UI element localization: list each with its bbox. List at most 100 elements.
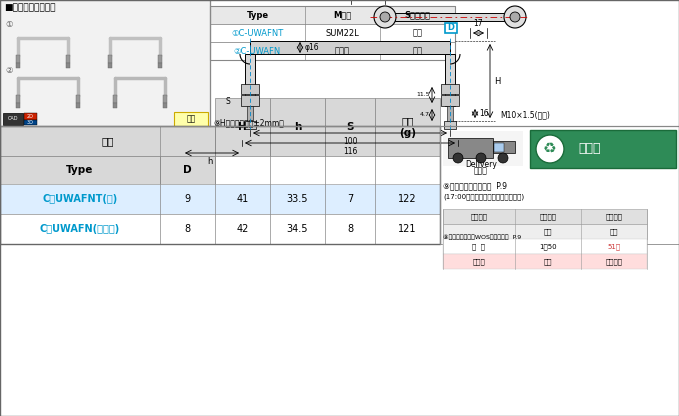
Bar <box>443 209 647 224</box>
Circle shape <box>498 153 508 163</box>
Text: 镀铬: 镀铬 <box>413 29 422 37</box>
Text: M10×1.5(粗牙): M10×1.5(粗牙) <box>500 110 550 119</box>
Text: 16: 16 <box>479 109 489 118</box>
Text: C－UWAFNT(铜): C－UWAFNT(铜) <box>42 194 117 204</box>
Text: ①: ① <box>5 20 12 29</box>
Bar <box>443 239 647 254</box>
Bar <box>241 84 259 94</box>
Text: 4.7: 4.7 <box>420 112 430 117</box>
Text: C－UWAFN(不锈钢): C－UWAFN(不锈钢) <box>40 224 120 234</box>
Bar <box>245 54 255 106</box>
Text: 9: 9 <box>185 194 191 204</box>
Bar <box>385 13 515 21</box>
Circle shape <box>476 153 486 163</box>
Text: ②: ② <box>5 66 12 75</box>
Text: 交货期: 交货期 <box>473 258 485 265</box>
Bar <box>0 214 440 244</box>
Text: h: h <box>294 122 301 132</box>
Text: ■圆型可折叠式拉手: ■圆型可折叠式拉手 <box>4 3 56 12</box>
Bar <box>0 126 440 244</box>
Bar <box>375 98 440 156</box>
Text: 库存: 库存 <box>186 114 196 124</box>
FancyBboxPatch shape <box>174 112 208 126</box>
Text: 8: 8 <box>347 224 353 234</box>
Text: ①C-UWAFNT: ①C-UWAFNT <box>232 29 284 37</box>
Text: 3D: 3D <box>27 120 34 125</box>
Bar <box>16 63 20 68</box>
Text: ②C-UWAFN: ②C-UWAFN <box>234 47 281 55</box>
Text: 116: 116 <box>343 147 357 156</box>
Bar <box>493 141 515 153</box>
Bar <box>3 113 23 125</box>
Text: SUM22L: SUM22L <box>326 29 359 37</box>
Bar <box>241 95 259 106</box>
Bar <box>0 126 215 156</box>
Text: Delivery: Delivery <box>465 160 497 169</box>
Text: 33.5: 33.5 <box>287 194 308 204</box>
Text: 11.5: 11.5 <box>416 92 430 97</box>
Text: S: S <box>346 122 354 132</box>
Text: h: h <box>207 157 213 166</box>
Circle shape <box>504 6 526 28</box>
Bar <box>210 24 455 42</box>
Text: 库存品: 库存品 <box>579 143 601 156</box>
Bar <box>163 95 167 103</box>
Bar <box>445 23 457 33</box>
Bar <box>444 121 456 129</box>
Text: 数  量: 数 量 <box>473 243 485 250</box>
Bar <box>447 106 453 124</box>
Bar <box>441 95 459 106</box>
Bar <box>0 184 440 214</box>
Bar <box>16 55 20 63</box>
Circle shape <box>453 153 463 163</box>
Text: Type: Type <box>246 10 269 20</box>
Text: 通常: 通常 <box>544 258 552 265</box>
Text: 小单: 小单 <box>544 228 552 235</box>
Bar <box>0 0 210 126</box>
Text: 不锈钢: 不锈钢 <box>335 47 350 55</box>
Bar <box>163 103 167 108</box>
Text: 8: 8 <box>185 224 191 234</box>
Bar <box>24 113 37 120</box>
Circle shape <box>380 12 390 22</box>
Text: H: H <box>494 77 500 86</box>
Bar <box>160 156 215 184</box>
Text: Type: Type <box>67 165 94 175</box>
Bar <box>210 6 455 60</box>
Bar <box>325 98 375 156</box>
Bar <box>270 98 325 156</box>
Bar <box>244 121 256 129</box>
Bar <box>16 103 20 108</box>
Text: 另行报价: 另行报价 <box>606 258 623 265</box>
Text: φ16: φ16 <box>305 43 320 52</box>
Circle shape <box>536 135 564 163</box>
Text: 100: 100 <box>343 137 357 146</box>
Text: 34.5: 34.5 <box>287 224 308 234</box>
Text: 交货期: 交货期 <box>474 166 488 175</box>
Text: 2D: 2D <box>27 114 34 119</box>
Text: 重量
(g): 重量 (g) <box>399 116 416 138</box>
Bar <box>210 6 455 24</box>
Circle shape <box>374 6 396 28</box>
Text: ♻: ♻ <box>543 141 557 156</box>
Text: CAD: CAD <box>7 116 18 121</box>
Text: S表面处理: S表面处理 <box>405 10 430 20</box>
Text: H: H <box>238 122 247 132</box>
Circle shape <box>510 12 520 22</box>
Bar <box>76 103 80 108</box>
Bar <box>113 95 117 103</box>
Text: S: S <box>225 97 230 106</box>
Bar <box>0 0 210 126</box>
Text: 大单: 大单 <box>610 228 619 235</box>
Bar <box>250 41 450 54</box>
Bar <box>158 63 162 68</box>
Text: 标准订购: 标准订购 <box>540 213 557 220</box>
Text: 121: 121 <box>399 224 417 234</box>
Bar <box>443 131 523 166</box>
Bar <box>113 103 117 108</box>
Bar <box>215 98 270 156</box>
Bar <box>440 126 679 244</box>
Text: M材质: M材质 <box>333 10 352 20</box>
Text: 51～: 51～ <box>608 243 621 250</box>
Bar <box>108 63 112 68</box>
